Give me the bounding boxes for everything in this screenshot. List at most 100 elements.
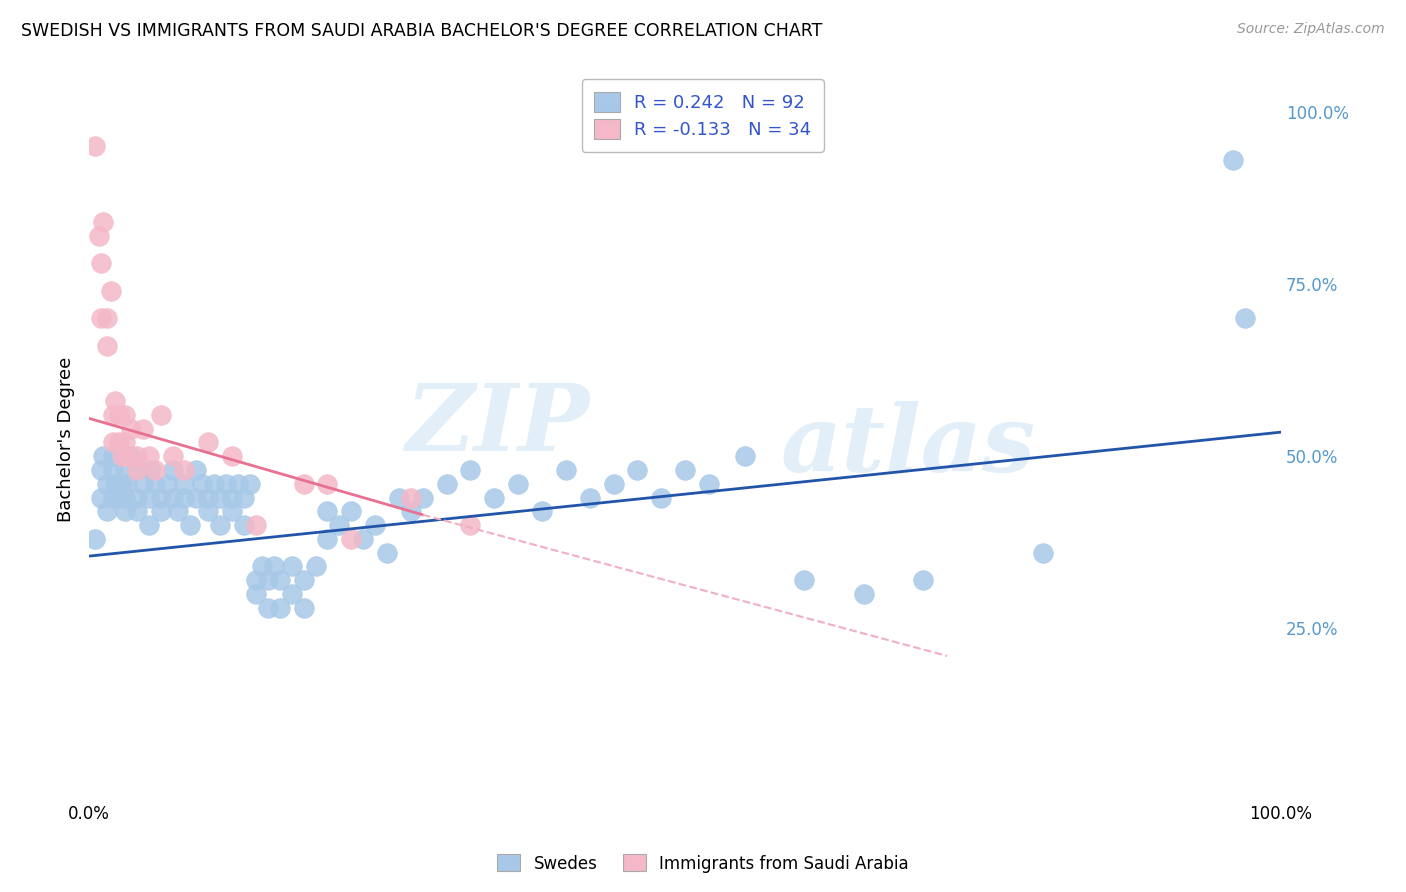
Point [292,476,315,491]
Point [90,311,112,326]
Point [399,504,422,518]
Point [209,518,232,533]
Point [221,491,243,505]
Point [149,408,172,422]
Point [96,311,118,326]
Point [263,559,285,574]
Text: SWEDISH VS IMMIGRANTS FROM SAUDI ARABIA BACHELOR'S DEGREE CORRELATION CHART: SWEDISH VS IMMIGRANTS FROM SAUDI ARABIA … [21,22,823,40]
Point [104,394,127,409]
Point [101,435,124,450]
Point [173,463,195,477]
Point [1222,153,1244,167]
Point [388,491,411,505]
Point [111,476,134,491]
Point [125,463,148,477]
Point [626,463,648,477]
Point [149,504,172,518]
Point [280,587,302,601]
Point [90,256,112,270]
Point [108,435,131,450]
Point [233,491,256,505]
Point [93,215,115,229]
Point [460,463,482,477]
Point [162,463,184,477]
Point [138,449,160,463]
Point [197,435,219,450]
Point [1234,311,1257,326]
Point [125,449,148,463]
Point [186,463,208,477]
Point [191,476,214,491]
Legend: R = 0.242   N = 92, R = -0.133   N = 34: R = 0.242 N = 92, R = -0.133 N = 34 [582,79,824,152]
Point [269,573,291,587]
Point [673,463,696,477]
Point [375,546,398,560]
Point [149,491,172,505]
Point [87,228,110,243]
Point [96,476,118,491]
Point [173,476,195,491]
Point [162,491,184,505]
Point [104,476,127,491]
Point [125,504,148,518]
Point [162,449,184,463]
Point [340,504,363,518]
Point [111,449,134,463]
Point [115,449,138,463]
Point [215,476,238,491]
Point [101,408,124,422]
Point [93,449,115,463]
Point [412,491,434,505]
Point [179,518,201,533]
Point [530,504,553,518]
Legend: Swedes, Immigrants from Saudi Arabia: Swedes, Immigrants from Saudi Arabia [491,847,915,880]
Point [257,573,280,587]
Point [233,518,256,533]
Text: ZIP: ZIP [405,380,589,469]
Text: atlas: atlas [780,401,1036,491]
Point [108,449,131,463]
Point [108,491,131,505]
Text: Source: ZipAtlas.com: Source: ZipAtlas.com [1237,22,1385,37]
Point [316,476,339,491]
Point [84,139,107,153]
Point [364,518,387,533]
Point [508,476,530,491]
Point [108,408,131,422]
Point [173,491,195,505]
Point [269,600,291,615]
Point [697,476,720,491]
Point [292,600,315,615]
Point [114,463,136,477]
Point [96,504,118,518]
Point [554,463,576,477]
Point [226,476,249,491]
Point [197,491,219,505]
Point [101,449,124,463]
Point [399,491,422,505]
Point [197,504,219,518]
Point [90,491,112,505]
Point [221,449,243,463]
Point [460,518,482,533]
Point [131,422,153,436]
Point [139,463,162,477]
Point [912,573,935,587]
Point [245,518,267,533]
Point [120,449,142,463]
Point [114,435,136,450]
Point [602,476,624,491]
Point [436,476,458,491]
Point [155,476,177,491]
Point [484,491,506,505]
Point [143,476,166,491]
Point [245,587,267,601]
Point [143,463,166,477]
Point [578,491,600,505]
Point [125,463,148,477]
Point [138,518,160,533]
Point [101,463,124,477]
Point [138,491,160,505]
Point [114,408,136,422]
Point [115,476,138,491]
